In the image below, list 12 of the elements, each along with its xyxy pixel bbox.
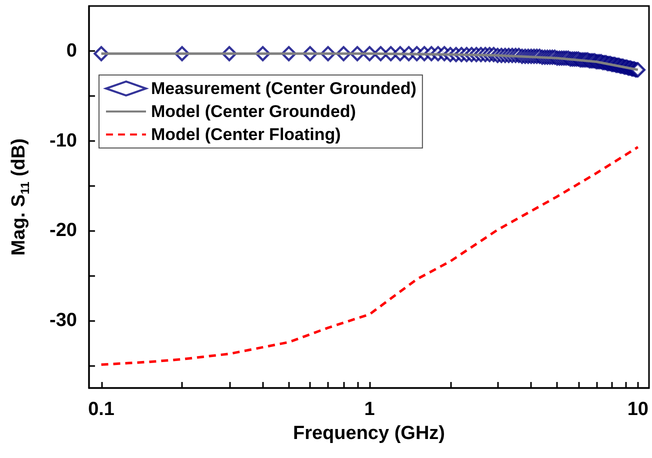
x-tick-label: 0.1 <box>88 399 115 420</box>
legend-label: Measurement (Center Grounded) <box>151 79 416 98</box>
legend-label: Model (Center Grounded) <box>151 102 356 121</box>
x-tick-label: 1 <box>364 399 376 420</box>
x-axis-title: Frequency (GHz) <box>292 423 446 444</box>
x-tick-label: 10 <box>627 399 648 420</box>
y-axis-title: Mag. S11 (dB) <box>8 138 32 256</box>
y-tick-label: -10 <box>50 130 77 152</box>
y-tick-label: -30 <box>50 310 77 332</box>
y-tick-label: 0 <box>66 40 77 62</box>
legend-label: Model (Center Floating) <box>151 125 341 144</box>
y-tick-label: -20 <box>50 220 77 242</box>
